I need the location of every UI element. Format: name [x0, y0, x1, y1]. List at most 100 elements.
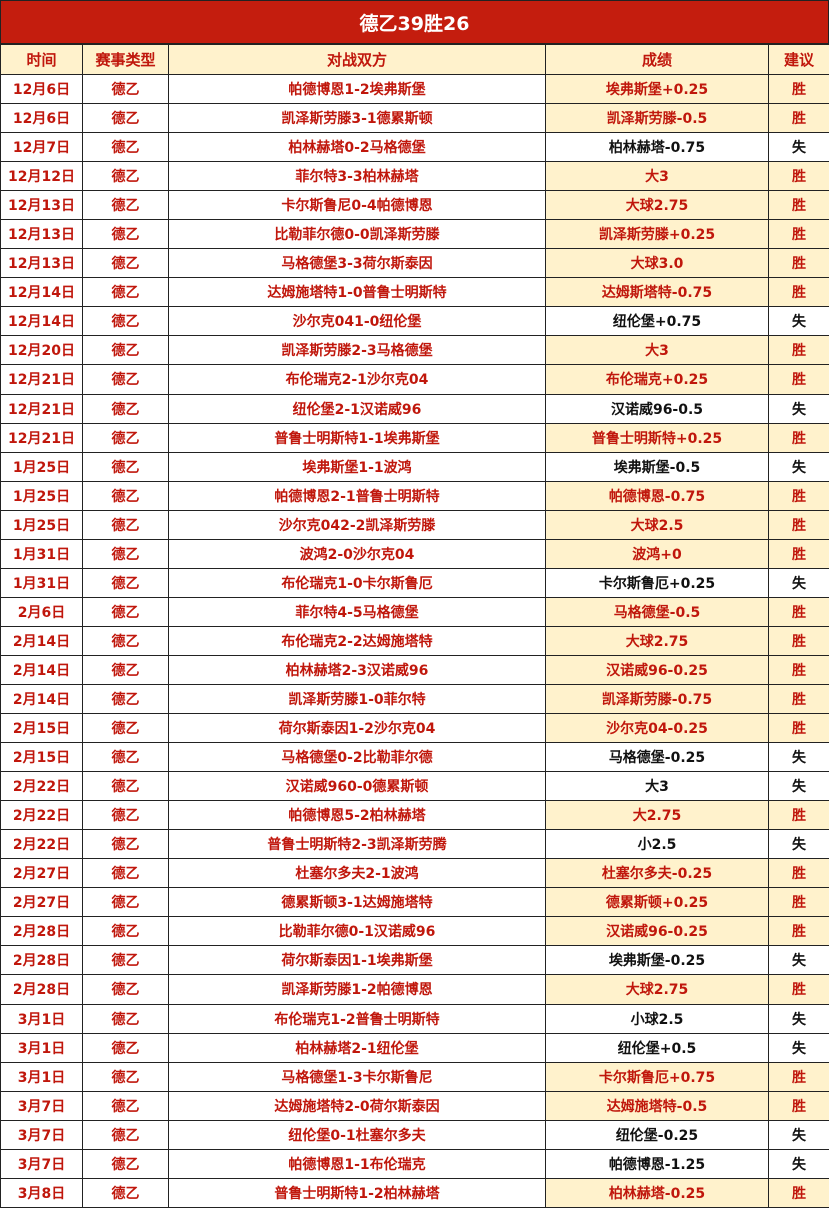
cell-type: 德乙: [83, 684, 169, 713]
cell-result: 大3: [546, 772, 769, 801]
cell-type: 德乙: [83, 423, 169, 452]
cell-advice: 失: [769, 1004, 829, 1033]
cell-time: 1月25日: [1, 510, 83, 539]
header-match: 对战双方: [169, 45, 546, 75]
cell-advice: 失: [769, 133, 829, 162]
cell-type: 德乙: [83, 365, 169, 394]
cell-result: 达姆施塔特-0.5: [546, 1091, 769, 1120]
cell-time: 3月7日: [1, 1149, 83, 1178]
cell-type: 德乙: [83, 510, 169, 539]
cell-match: 马格德堡1-3卡尔斯鲁尼: [169, 1062, 546, 1091]
cell-time: 12月21日: [1, 423, 83, 452]
cell-match: 普鲁士明斯特1-1埃弗斯堡: [169, 423, 546, 452]
cell-result: 汉诺威96-0.5: [546, 394, 769, 423]
cell-advice: 失: [769, 568, 829, 597]
cell-advice: 胜: [769, 104, 829, 133]
cell-result: 德累斯顿+0.25: [546, 888, 769, 917]
cell-time: 2月27日: [1, 859, 83, 888]
cell-match: 波鸿2-0沙尔克04: [169, 539, 546, 568]
cell-time: 2月14日: [1, 626, 83, 655]
header-row: 时间 赛事类型 对战双方 成绩 建议: [1, 45, 829, 75]
cell-result: 柏林赫塔-0.75: [546, 133, 769, 162]
cell-advice: 胜: [769, 917, 829, 946]
cell-time: 3月1日: [1, 1004, 83, 1033]
cell-type: 德乙: [83, 714, 169, 743]
cell-type: 德乙: [83, 162, 169, 191]
cell-type: 德乙: [83, 946, 169, 975]
cell-advice: 胜: [769, 75, 829, 104]
cell-match: 德累斯顿3-1达姆施塔特: [169, 888, 546, 917]
cell-result: 波鸿+0: [546, 539, 769, 568]
cell-match: 帕德博恩2-1普鲁士明斯特: [169, 481, 546, 510]
cell-match: 柏林赫塔2-3汉诺威96: [169, 655, 546, 684]
cell-time: 2月28日: [1, 917, 83, 946]
cell-result: 埃弗斯堡-0.25: [546, 946, 769, 975]
cell-advice: 失: [769, 452, 829, 481]
cell-time: 3月7日: [1, 1120, 83, 1149]
cell-match: 凯泽斯劳滕1-0菲尔特: [169, 684, 546, 713]
cell-type: 德乙: [83, 772, 169, 801]
cell-advice: 胜: [769, 1091, 829, 1120]
cell-time: 2月14日: [1, 684, 83, 713]
cell-result: 帕德博恩-1.25: [546, 1149, 769, 1178]
cell-match: 达姆施塔特1-0普鲁士明斯特: [169, 278, 546, 307]
cell-result: 帕德博恩-0.75: [546, 481, 769, 510]
cell-time: 2月28日: [1, 946, 83, 975]
cell-type: 德乙: [83, 278, 169, 307]
cell-result: 凯泽斯劳滕+0.25: [546, 220, 769, 249]
cell-type: 德乙: [83, 1091, 169, 1120]
cell-match: 布伦瑞克1-0卡尔斯鲁厄: [169, 568, 546, 597]
cell-type: 德乙: [83, 859, 169, 888]
cell-match: 马格德堡3-3荷尔斯泰因: [169, 249, 546, 278]
cell-result: 杜塞尔多夫-0.25: [546, 859, 769, 888]
cell-advice: 胜: [769, 597, 829, 626]
cell-time: 3月1日: [1, 1062, 83, 1091]
cell-advice: 失: [769, 772, 829, 801]
cell-type: 德乙: [83, 307, 169, 336]
cell-result: 沙尔克04-0.25: [546, 714, 769, 743]
cell-advice: 胜: [769, 655, 829, 684]
cell-type: 德乙: [83, 394, 169, 423]
cell-time: 12月6日: [1, 104, 83, 133]
cell-advice: 胜: [769, 684, 829, 713]
cell-type: 德乙: [83, 975, 169, 1004]
cell-match: 帕德博恩1-2埃弗斯堡: [169, 75, 546, 104]
cell-result: 大3: [546, 162, 769, 191]
cell-result: 纽伦堡-0.25: [546, 1120, 769, 1149]
cell-advice: 胜: [769, 481, 829, 510]
cell-type: 德乙: [83, 336, 169, 365]
cell-advice: 失: [769, 743, 829, 772]
cell-advice: 失: [769, 946, 829, 975]
cell-match: 沙尔克041-0纽伦堡: [169, 307, 546, 336]
cell-result: 小球2.5: [546, 1004, 769, 1033]
cell-type: 德乙: [83, 220, 169, 249]
cell-time: 2月27日: [1, 888, 83, 917]
cell-advice: 失: [769, 1033, 829, 1062]
cell-advice: 胜: [769, 220, 829, 249]
cell-type: 德乙: [83, 133, 169, 162]
cell-result: 大球2.5: [546, 510, 769, 539]
cell-type: 德乙: [83, 1033, 169, 1062]
cell-type: 德乙: [83, 104, 169, 133]
cell-advice: 胜: [769, 365, 829, 394]
cell-result: 大球2.75: [546, 626, 769, 655]
cell-type: 德乙: [83, 481, 169, 510]
cell-result: 大3: [546, 336, 769, 365]
cell-match: 凯泽斯劳滕2-3马格德堡: [169, 336, 546, 365]
cell-advice: 失: [769, 394, 829, 423]
cell-time: 2月28日: [1, 975, 83, 1004]
